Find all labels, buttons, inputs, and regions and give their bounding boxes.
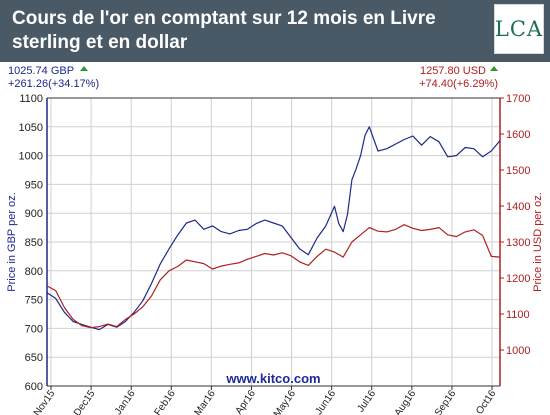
watermark-text: www.kitco.com — [225, 371, 320, 386]
usd-price-readout: 1257.80 USD — [420, 65, 486, 77]
y-left-tick-label: 700 — [25, 323, 43, 335]
x-tick-label: Mar16 — [193, 388, 219, 415]
x-tick-label: Jul16 — [355, 388, 378, 414]
y-left-tick-label: 1000 — [19, 151, 43, 163]
chart-area: 600 650 700 750 800 850 900 950 1000 1050 1100 1000… — [0, 62, 550, 415]
x-tick-label: May16 — [272, 388, 298, 415]
x-tick-label: Feb16 — [152, 388, 178, 415]
gold-price-chart: 600 650 700 750 800 850 900 950 1000 1050 1100 1000… — [6, 65, 544, 415]
gbp-price-readout: 1025.74 GBP — [8, 65, 74, 77]
x-tick-label: Oct16 — [474, 388, 499, 415]
x-tick-label: Jan16 — [113, 388, 138, 415]
y-left-tick-label: 650 — [25, 352, 43, 364]
page-title: Cours de l'or en comptant sur 12 mois en… — [12, 8, 436, 53]
y-left-tick-label: 850 — [25, 237, 43, 249]
y-right-tick-label: 1200 — [506, 273, 530, 285]
y-right-tick-label: 1400 — [506, 201, 530, 213]
usd-price-line — [46, 224, 501, 329]
y-left-tick-label: 800 — [25, 266, 43, 278]
y-left-tick-label: 750 — [25, 295, 43, 307]
y-left-tick-label: 600 — [25, 381, 43, 393]
header-banner: Cours de l'or en comptant sur 12 mois en… — [0, 0, 550, 62]
x-tick-label: Dec15 — [72, 388, 98, 415]
y-left-tick-label: 1100 — [19, 93, 43, 105]
lca-logo: LCA — [494, 4, 544, 54]
gbp-change-readout: +261.26(+34.17%) — [8, 78, 99, 90]
y-left-axis-title: Price in GBP per oz. — [6, 192, 18, 291]
x-tick-label: Jun16 — [313, 388, 338, 415]
y-left-tick-label: 900 — [25, 208, 43, 220]
x-tick-label: Apr16 — [234, 388, 259, 415]
y-right-tick-label: 1500 — [506, 165, 530, 177]
y-right-axis-title: Price in USD per oz. — [532, 192, 544, 292]
usd-change-readout: +74.40(+6.29%) — [419, 78, 498, 90]
gbp-up-arrow-icon — [80, 66, 88, 71]
y-right-tick-label: 1600 — [506, 129, 530, 141]
y-left-tick-label: 950 — [25, 179, 43, 191]
y-left-tick-label: 1050 — [19, 122, 43, 134]
logo-text: LCA — [494, 17, 544, 41]
y-right-tick-label: 1300 — [506, 237, 530, 249]
gbp-price-line — [46, 126, 501, 331]
x-tick-label: Sep16 — [433, 388, 459, 415]
y-right-tick-label: 1100 — [506, 309, 530, 321]
usd-up-arrow-icon — [490, 66, 498, 71]
x-tick-label: Aug16 — [393, 388, 419, 415]
y-right-tick-label: 1700 — [506, 93, 530, 105]
y-right-tick-label: 1000 — [506, 345, 530, 357]
